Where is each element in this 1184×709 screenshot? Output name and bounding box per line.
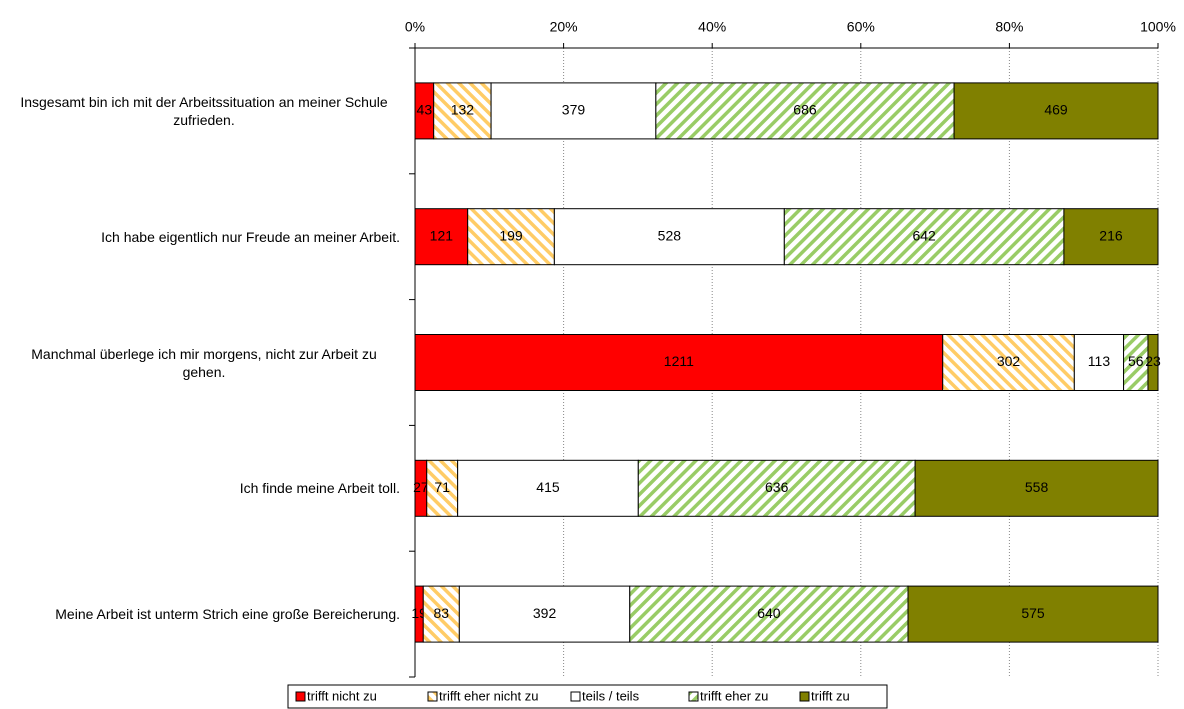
data-label: 642 [912, 227, 936, 243]
bar-segment [942, 334, 1075, 391]
data-label: 392 [533, 605, 557, 621]
legend-box [287, 684, 888, 709]
x-tick-label: 0% [405, 19, 425, 35]
data-label: 121 [430, 227, 454, 243]
data-label: 1211 [664, 353, 694, 369]
bar-segment [433, 82, 492, 140]
bar-segment [1063, 208, 1159, 266]
data-label: 23 [1145, 353, 1161, 369]
legend-swatch [688, 691, 699, 702]
data-label: 199 [499, 227, 523, 243]
legend-label: trifft eher zu [700, 688, 768, 703]
data-label: 640 [757, 605, 781, 621]
legend-label: trifft zu [811, 688, 850, 703]
legend-label: trifft nicht zu [307, 688, 377, 703]
legend-label: trifft eher nicht zu [439, 688, 538, 703]
y-tick-label: Ich habe eigentlich nur Freude an meiner… [101, 228, 400, 245]
data-label: 575 [1021, 605, 1045, 621]
y-tick-label: Meine Arbeit ist unterm Strich eine groß… [55, 606, 400, 623]
bar-segment [467, 208, 555, 266]
bar-segment [1123, 334, 1149, 391]
data-label: 415 [536, 479, 560, 495]
legend-swatch [295, 691, 306, 702]
data-label: 528 [658, 227, 682, 243]
bar-segment [490, 82, 657, 140]
y-tick-label: Manchmal überlege ich mir morgens, nicht… [31, 345, 377, 380]
legend-swatch [570, 691, 581, 702]
y-tick-label: Ich finde meine Arbeit toll. [239, 480, 400, 497]
x-tick-label: 60% [847, 19, 875, 35]
data-label: 56 [1128, 353, 1144, 369]
data-label: 636 [765, 479, 789, 495]
bar-segment [426, 459, 459, 517]
x-tick-label: 100% [1140, 19, 1176, 35]
bar-segment [1147, 334, 1159, 391]
x-tick-label: 80% [995, 19, 1023, 35]
data-label: 71 [434, 479, 450, 495]
data-label: 27 [413, 479, 429, 495]
data-label: 379 [562, 102, 586, 118]
legend-swatch [427, 691, 438, 702]
data-label: 83 [434, 605, 450, 621]
data-label: 686 [793, 102, 817, 118]
data-label: 113 [1088, 353, 1111, 369]
bar-segment [637, 459, 916, 517]
bar-segment [907, 585, 1159, 643]
data-label: 132 [451, 102, 475, 118]
data-label: 558 [1025, 479, 1049, 495]
data-label: 469 [1044, 102, 1068, 118]
data-label: 216 [1099, 227, 1123, 243]
bar-segment [458, 585, 631, 643]
bar-segment [629, 585, 909, 643]
x-tick-label: 20% [550, 19, 578, 35]
legend-label: teils / teils [582, 688, 640, 703]
data-label: 302 [997, 353, 1021, 369]
x-tick-label: 40% [698, 19, 726, 35]
bar-segment [414, 334, 944, 391]
bar-segment [422, 585, 460, 643]
legend-swatch [799, 691, 810, 702]
bar-segment [914, 459, 1159, 517]
bar-segment [457, 459, 639, 517]
bar-segment [783, 208, 1065, 266]
bar-segment [953, 82, 1159, 140]
bar-segment [655, 82, 955, 140]
data-label: 43 [417, 102, 433, 118]
y-tick-label: Insgesamt bin ich mit der Arbeitssituati… [20, 93, 388, 128]
